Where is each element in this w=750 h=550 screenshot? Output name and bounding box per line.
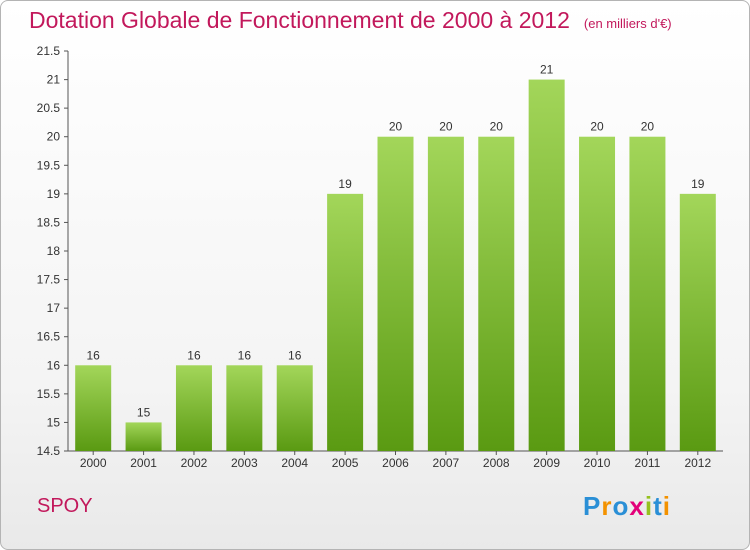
- logo-letter: P: [583, 491, 602, 521]
- bar-2005: [327, 193, 364, 451]
- y-tick-label: 17.5: [37, 273, 61, 287]
- bar-2010: [579, 136, 616, 451]
- bar-2002: [175, 365, 212, 451]
- x-tick-label: 2009: [533, 456, 560, 470]
- bar-2011: [629, 136, 666, 451]
- data-label: 16: [238, 348, 252, 362]
- y-tick-label: 20.5: [37, 101, 61, 115]
- logo-letter: x: [629, 491, 645, 521]
- bar-2003: [226, 365, 263, 451]
- x-tick-label: 2002: [181, 456, 208, 470]
- data-label: 16: [288, 348, 302, 362]
- x-tick-label: 2011: [635, 456, 661, 470]
- x-tick-label: 2008: [483, 456, 510, 470]
- bar-2008: [478, 136, 515, 451]
- logo-letter: o: [612, 491, 630, 521]
- data-label: 20: [590, 120, 604, 134]
- chart-title-text: Dotation Globale de Fonctionnement de 20…: [29, 7, 570, 33]
- logo-letter: t: [653, 491, 663, 521]
- data-label: 20: [389, 120, 403, 134]
- bar-2009: [528, 79, 565, 452]
- y-tick-label: 15.5: [37, 387, 61, 401]
- chart-title: Dotation Globale de Fonctionnement de 20…: [29, 7, 672, 34]
- data-label: 20: [641, 120, 655, 134]
- x-tick-label: 2010: [584, 456, 611, 470]
- bar-2001: [125, 422, 162, 451]
- x-tick-label: 2001: [130, 456, 157, 470]
- data-label: 15: [137, 405, 151, 419]
- logo-letter: i: [662, 491, 671, 521]
- x-tick-label: 2012: [684, 456, 711, 470]
- y-tick-label: 20: [47, 130, 61, 144]
- data-label: 20: [439, 120, 453, 134]
- proxiti-logo: Proxiti: [583, 491, 671, 522]
- unit-label: (en milliers d'€): [583, 16, 672, 31]
- bar-2007: [427, 136, 464, 451]
- y-tick-label: 21: [47, 73, 61, 87]
- y-tick-label: 15: [47, 415, 61, 429]
- bar-2006: [377, 136, 414, 451]
- y-tick-label: 19: [47, 187, 61, 201]
- logo-letter: i: [644, 491, 654, 521]
- y-tick-label: 14.5: [37, 444, 61, 458]
- place-name: SPOY: [37, 495, 93, 517]
- data-label: 21: [540, 63, 554, 77]
- x-tick-label: 2004: [281, 456, 308, 470]
- x-tick-label: 2005: [332, 456, 359, 470]
- bar-2000: [75, 365, 112, 451]
- data-label: 19: [338, 177, 352, 191]
- y-tick-label: 18.5: [37, 215, 61, 229]
- data-label: 20: [490, 120, 504, 134]
- y-tick-label: 16: [47, 358, 61, 372]
- y-tick-label: 21.5: [37, 44, 61, 58]
- y-tick-label: 17: [47, 301, 61, 315]
- logo-letter: r: [601, 491, 613, 521]
- x-tick-label: 2007: [433, 456, 460, 470]
- data-label: 19: [691, 177, 705, 191]
- x-tick-label: 2003: [231, 456, 258, 470]
- y-tick-label: 16.5: [37, 330, 61, 344]
- y-tick-label: 19.5: [37, 158, 61, 172]
- data-label: 16: [87, 348, 101, 362]
- x-tick-label: 2000: [80, 456, 107, 470]
- y-tick-label: 18: [47, 244, 61, 258]
- bar-2004: [276, 365, 313, 451]
- x-tick-label: 2006: [382, 456, 409, 470]
- data-label: 16: [187, 348, 201, 362]
- bar-2012: [679, 193, 716, 451]
